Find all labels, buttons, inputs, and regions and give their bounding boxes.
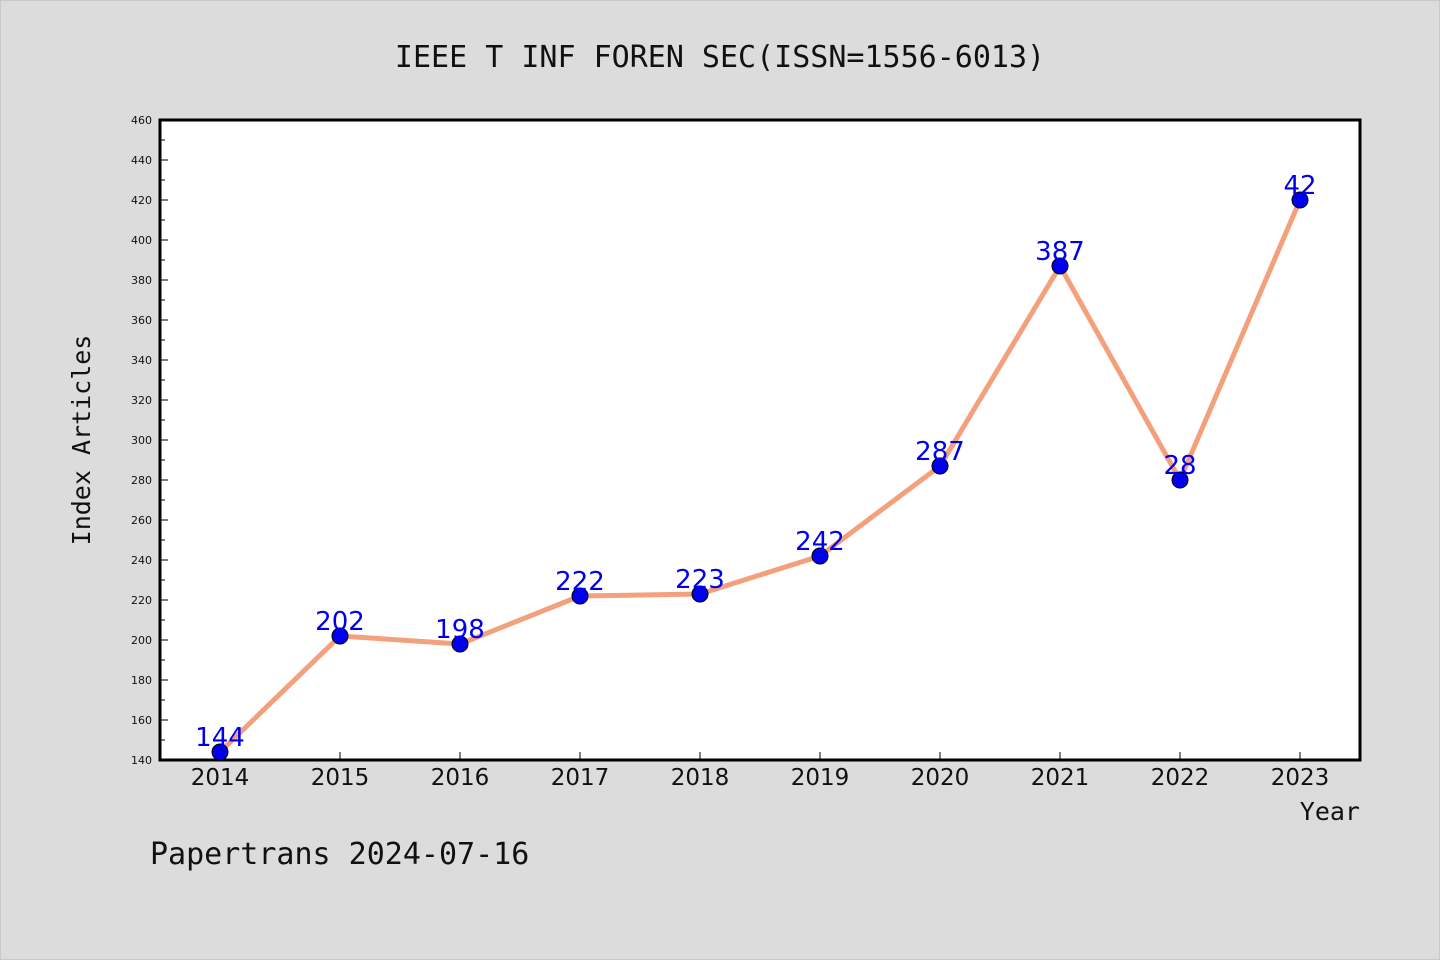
data-point-marker [931, 457, 949, 475]
plot-area [158, 118, 1362, 762]
y-tick-label: 240 [131, 554, 152, 567]
data-point-marker [571, 587, 589, 605]
data-point-marker [451, 635, 469, 653]
y-tick-label: 380 [131, 274, 152, 287]
data-point-marker [331, 627, 349, 645]
x-tick-label: 2022 [1151, 765, 1210, 791]
data-label: 222 [555, 567, 605, 597]
y-tick-label: 300 [131, 434, 152, 447]
y-tick-label: 200 [131, 634, 152, 647]
y-tick-label: 460 [131, 114, 152, 127]
data-label: 202 [315, 607, 365, 637]
y-tick-label: 440 [131, 154, 152, 167]
data-point-marker [1051, 257, 1069, 275]
data-point-marker [691, 585, 709, 603]
data-label: 42 [1283, 171, 1316, 201]
data-label: 28 [1163, 451, 1196, 481]
series-line [217, 197, 1303, 755]
x-tick-label: 2018 [671, 765, 730, 791]
x-axis-label: Year [1300, 797, 1360, 826]
x-tick-label: 2014 [191, 765, 250, 791]
x-tick-label: 2020 [911, 765, 970, 791]
series-line-group [211, 191, 1309, 761]
y-axis-ticks: 140 160 180 200 220 240 260 280 300 320 340 360 380 4… [131, 114, 168, 767]
y-tick-label: 260 [131, 514, 152, 527]
data-point-marker [1171, 471, 1189, 489]
data-point-marker [211, 743, 229, 761]
y-tick-label: 220 [131, 594, 152, 607]
x-tick-label: 2017 [551, 765, 610, 791]
x-axis-ticks: 2014 2015 2016 2017 2018 2019 2020 2021 2022 2023 [191, 752, 1330, 791]
x-tick-label: 2016 [431, 765, 490, 791]
y-tick-label: 320 [131, 394, 152, 407]
data-label: 242 [795, 527, 845, 557]
x-tick-label: 2021 [1031, 765, 1090, 791]
chart-title: IEEE T INF FOREN SEC(ISSN=1556-6013) [395, 40, 1045, 75]
y-tick-label: 280 [131, 474, 152, 487]
y-tick-label: 160 [131, 714, 152, 727]
data-labels-group: 144 202 198 222 223 242 287 387 28 42 [195, 171, 1316, 753]
data-label: 198 [435, 615, 485, 645]
x-tick-label: 2019 [791, 765, 850, 791]
data-point-marker [1291, 191, 1309, 209]
x-tick-label: 2015 [311, 765, 370, 791]
y-tick-label: 360 [131, 314, 152, 327]
data-label: 387 [1035, 237, 1085, 267]
data-label: 287 [915, 437, 965, 467]
data-label: 223 [675, 565, 725, 595]
y-axis-label: Index Articles [67, 335, 96, 546]
y-tick-label: 420 [131, 194, 152, 207]
data-point-marker [811, 547, 829, 565]
x-tick-label: 2023 [1271, 765, 1330, 791]
footer-watermark-text: Papertrans 2024-07-16 [150, 837, 529, 872]
y-tick-label: 340 [131, 354, 152, 367]
y-tick-label: 140 [131, 754, 152, 767]
y-tick-label: 400 [131, 234, 152, 247]
y-tick-label: 180 [131, 674, 152, 687]
data-label: 144 [195, 723, 245, 753]
